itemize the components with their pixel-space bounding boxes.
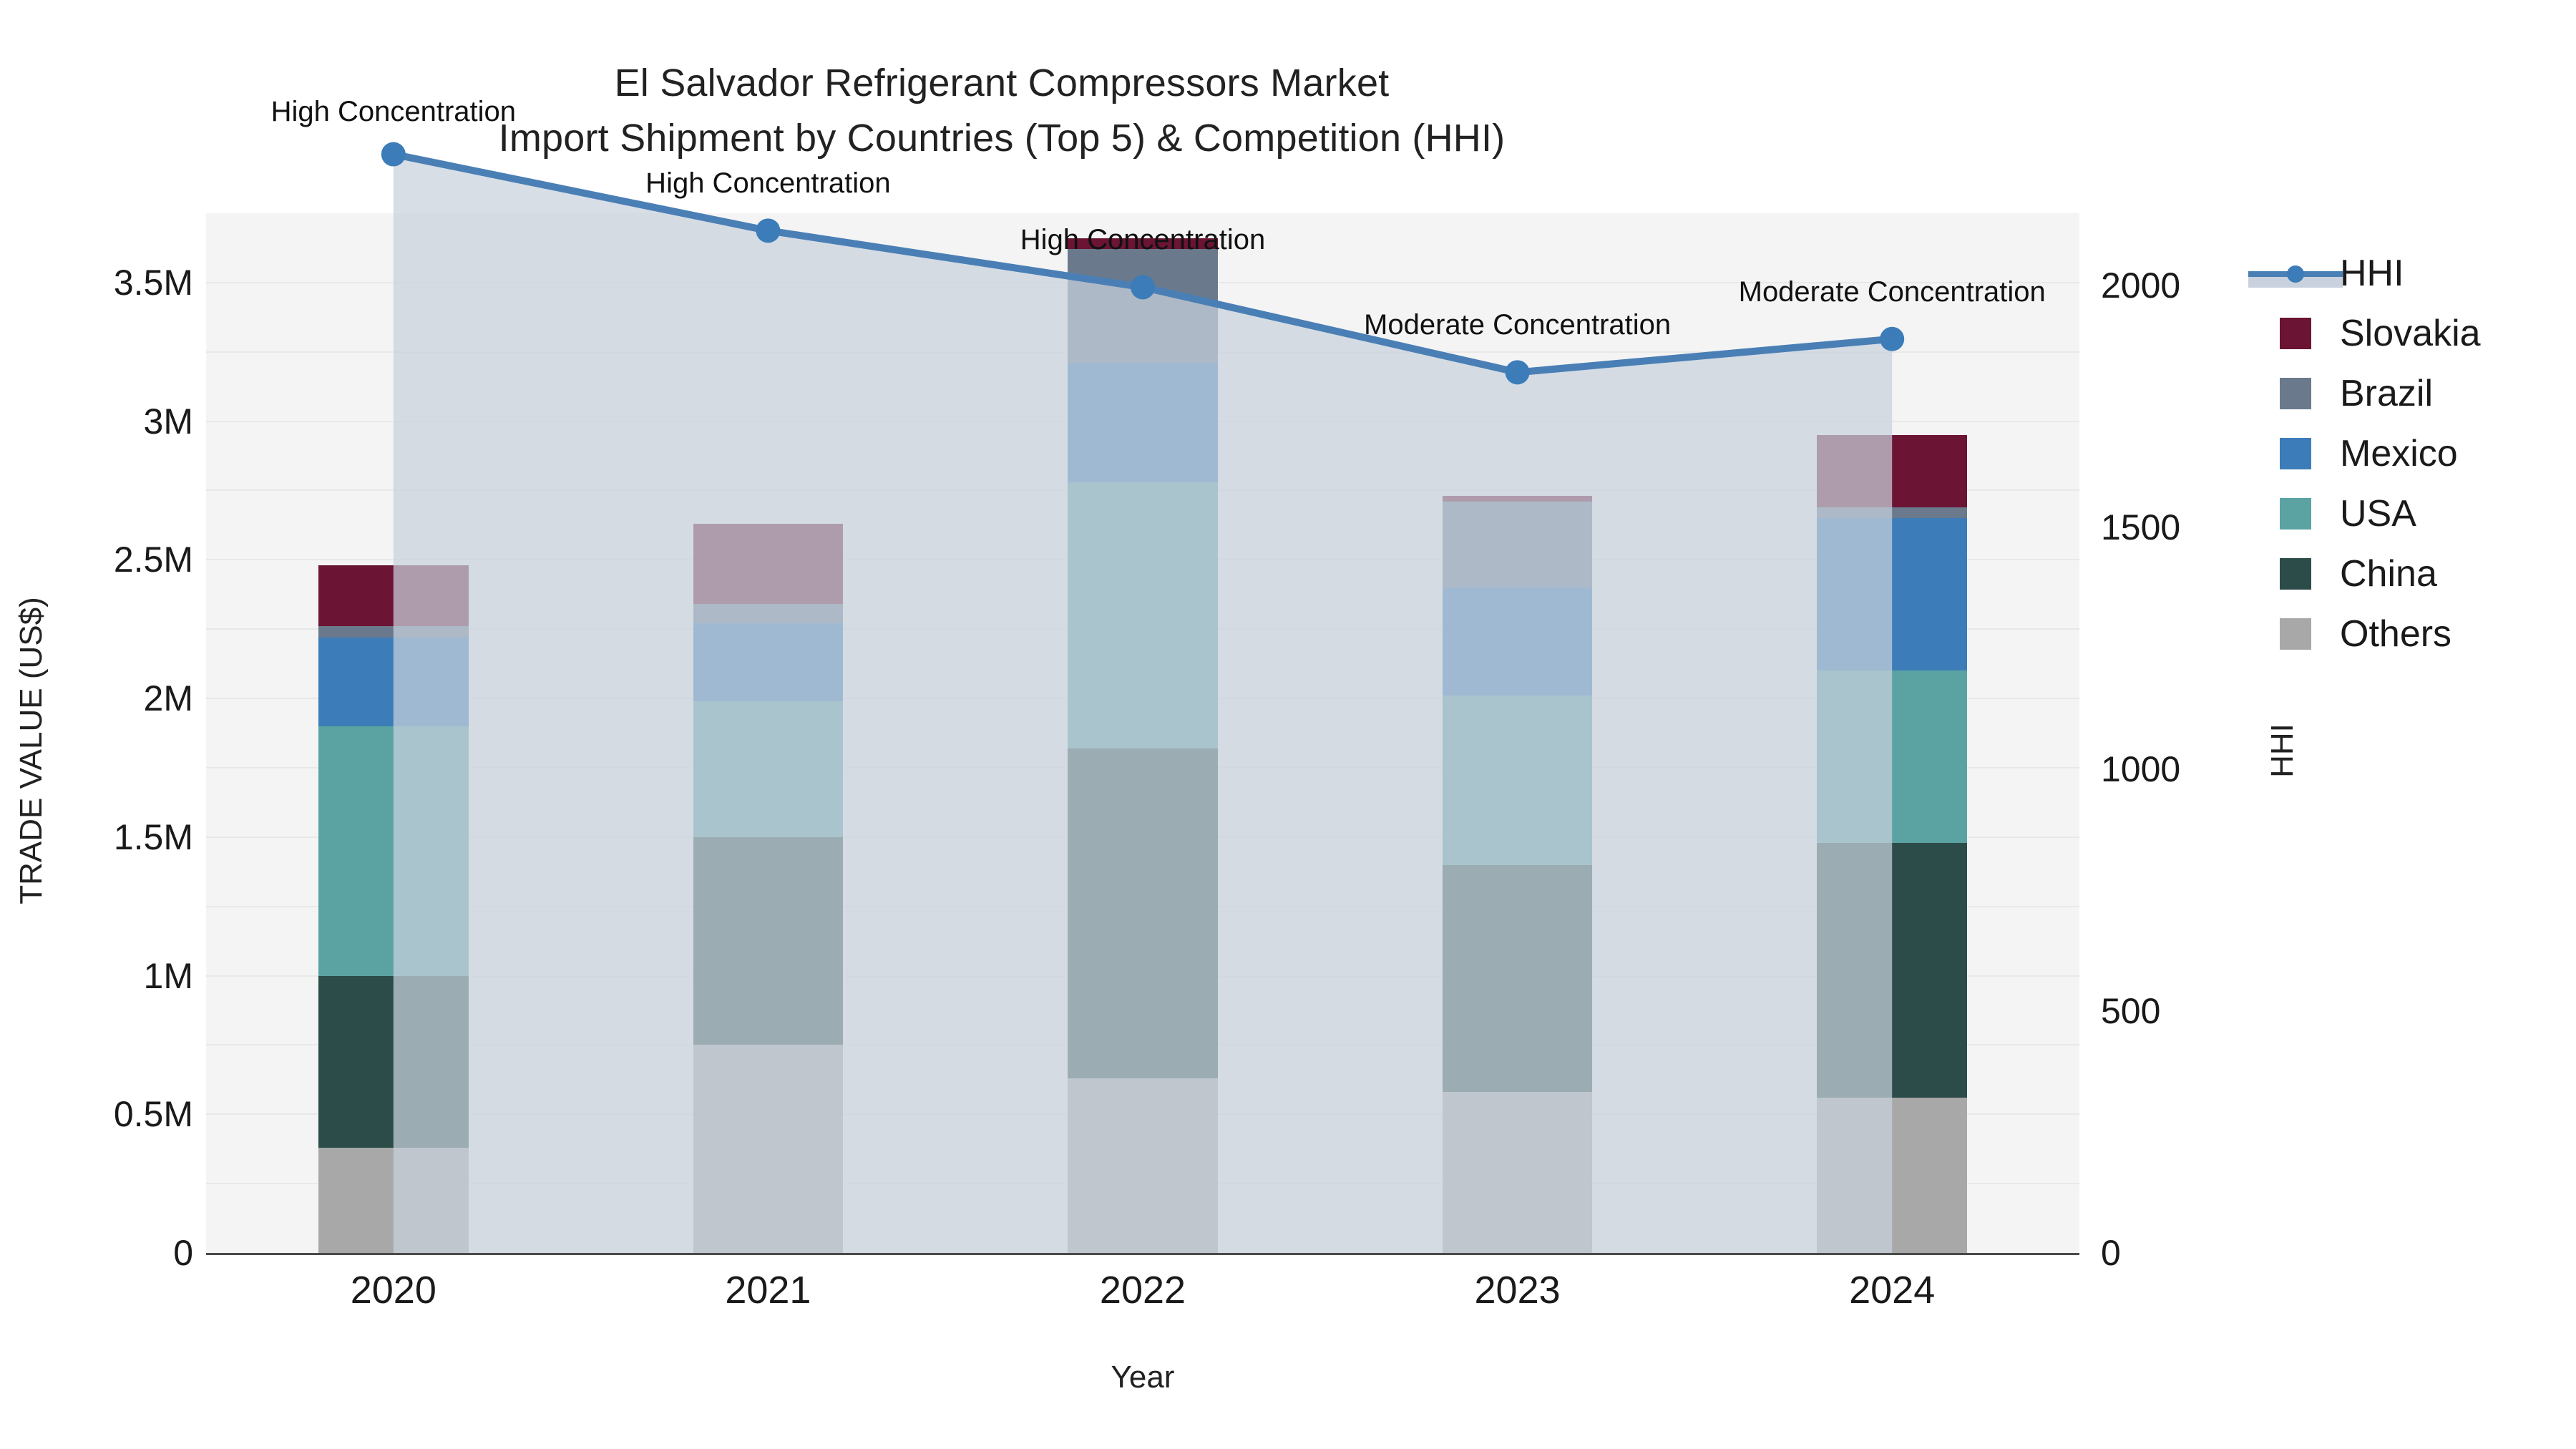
bar-segment-usa-2023[interactable] [1442,696,1593,865]
legend-label: Others [2340,613,2452,655]
bar-segment-slovakia-2024[interactable] [1817,434,1967,507]
y-axis-left-label: TRADE VALUE (US$) [14,597,49,904]
y-tick-left-3.5M: 3.5M [113,262,193,303]
bar-segment-slovakia-2021[interactable] [693,523,844,605]
bar-segment-china-2022[interactable] [1068,748,1218,1078]
y-tick-right-2000: 2000 [2101,265,2181,306]
legend-swatch-icon [2280,558,2311,590]
legend-swatch-icon [2280,378,2311,409]
annotation-2023: Moderate Concentration [1364,309,1672,341]
bar-segment-mexico-2020[interactable] [318,637,469,726]
y-tick-left-1.5M: 1.5M [113,816,193,857]
legend-label: Brazil [2340,373,2434,414]
bar-segment-mexico-2021[interactable] [693,623,844,701]
bar-segment-mexico-2024[interactable] [1817,518,1967,671]
bar-segment-china-2023[interactable] [1442,864,1593,1093]
y-tick-left-0: 0 [173,1233,193,1273]
x-tick-2023: 2023 [1474,1269,1561,1312]
legend-item-china[interactable]: China [2280,544,2481,604]
bar-segment-usa-2020[interactable] [318,726,469,976]
bar-segment-others-2021[interactable] [693,1045,844,1253]
bar-segment-others-2023[interactable] [1442,1092,1593,1253]
legend-swatch-icon [2280,618,2311,650]
legend: HHI Slovakia Brazil Mexico USA China Others [2248,243,2481,664]
bar-segment-brazil-2024[interactable] [1817,507,1967,519]
legend-item-mexico[interactable]: Mexico [2280,424,2481,484]
x-axis-label: Year [1111,1360,1175,1395]
legend-item-slovakia[interactable]: Slovakia [2280,303,2481,364]
bar-segment-china-2020[interactable] [318,975,469,1148]
bar-segment-mexico-2023[interactable] [1442,587,1593,696]
bar-segment-brazil-2020[interactable] [318,626,469,638]
legend-item-others[interactable]: Others [2280,604,2481,664]
x-tick-2021: 2021 [725,1269,811,1312]
bar-segment-slovakia-2020[interactable] [318,565,469,627]
legend-item-usa[interactable]: USA [2280,484,2481,544]
bar-segment-slovakia-2023[interactable] [1442,496,1593,502]
legend-label: Mexico [2340,433,2458,474]
annotation-2020: High Concentration [270,95,517,127]
legend-swatch-icon [2280,318,2311,349]
bar-segment-china-2021[interactable] [693,836,844,1045]
bar-segment-brazil-2023[interactable] [1442,501,1593,588]
y-tick-left-2M: 2M [143,678,193,719]
bar-segment-others-2020[interactable] [318,1147,469,1253]
y-tick-left-2.5M: 2.5M [113,540,193,580]
y-tick-right-1000: 1000 [2101,749,2181,790]
y-tick-right-0: 0 [2101,1233,2121,1273]
x-tick-2024: 2024 [1849,1269,1936,1312]
bar-segment-brazil-2021[interactable] [693,604,844,624]
legend-item-brazil[interactable]: Brazil [2280,364,2481,424]
legend-item-hhi[interactable]: HHI [2248,243,2481,303]
legend-swatch-icon [2280,438,2311,469]
bar-segment-usa-2021[interactable] [693,701,844,837]
bar-segment-china-2024[interactable] [1817,842,1967,1098]
x-axis-line [206,1253,2079,1255]
bar-segment-others-2022[interactable] [1068,1078,1218,1253]
legend-label: China [2340,553,2437,595]
chart-title-line-1: El Salvador Refrigerant Compressors Mark… [614,62,1390,104]
legend-label: Slovakia [2340,313,2481,354]
annotation-2021: High Concentration [645,167,891,200]
y-tick-left-3M: 3M [143,401,193,441]
y-tick-left-0.5M: 0.5M [113,1094,193,1135]
annotation-2024: Moderate Concentration [1738,275,2046,308]
legend-line-key-icon [2248,258,2343,289]
legend-label: USA [2340,493,2416,535]
legend-label: HHI [2340,253,2404,294]
bar-segment-mexico-2022[interactable] [1068,363,1218,482]
bar-segment-brazil-2022[interactable] [1068,249,1218,364]
y-tick-left-1M: 1M [143,955,193,996]
legend-swatch-icon [2280,498,2311,530]
bar-segment-others-2024[interactable] [1817,1098,1967,1253]
x-tick-2022: 2022 [1099,1269,1186,1312]
y-tick-right-1500: 1500 [2101,507,2181,548]
y-tick-right-500: 500 [2101,991,2161,1032]
bar-segment-usa-2024[interactable] [1817,670,1967,843]
x-tick-2020: 2020 [350,1269,436,1312]
annotation-2022: High Concentration [1020,224,1266,256]
bar-segment-usa-2022[interactable] [1068,482,1218,748]
